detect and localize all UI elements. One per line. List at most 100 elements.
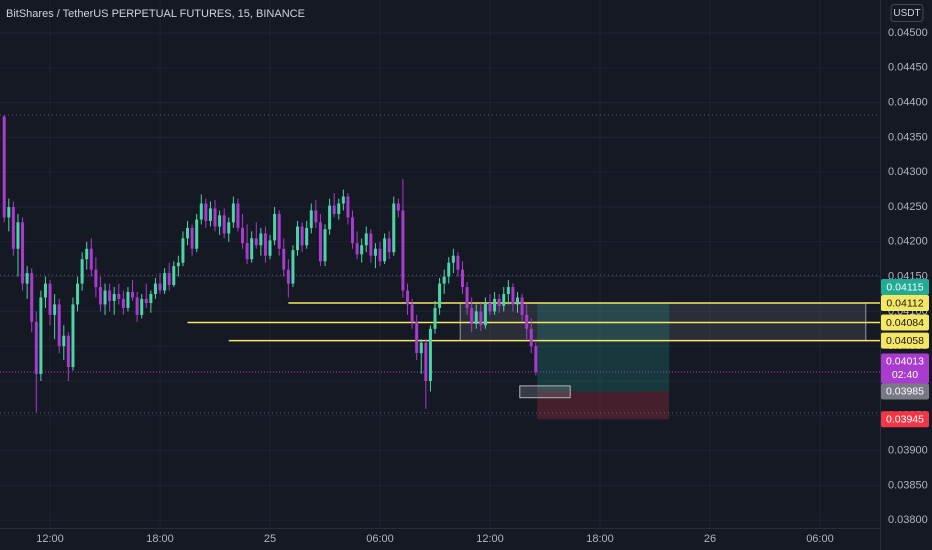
candle-body: [222, 215, 226, 234]
candle-body: [296, 226, 300, 251]
y-tick-label: 0.04350: [888, 131, 928, 143]
candle-body: [341, 196, 345, 204]
candle-body: [172, 266, 176, 285]
candle-body: [30, 273, 34, 322]
candle-body: [369, 233, 373, 256]
candle-body: [318, 222, 322, 262]
candle-body: [387, 238, 391, 253]
x-tick-label: 06:00: [806, 533, 834, 545]
candle-body: [286, 269, 290, 284]
x-tick-label: 25: [264, 533, 276, 545]
candle-body: [135, 297, 139, 315]
candle-body: [355, 243, 359, 255]
price-label: 0.04058: [886, 335, 924, 347]
plot-layer: [0, 0, 880, 528]
candle-body: [149, 293, 153, 304]
candle-body: [378, 248, 382, 262]
price-label-box: [881, 411, 929, 428]
candle-body: [213, 208, 217, 227]
price-label-box: [881, 353, 929, 384]
y-tick-label: 0.04200: [888, 236, 928, 248]
currency[interactable]: USDT: [893, 8, 920, 19]
candle-body: [186, 227, 190, 239]
candle-body: [231, 203, 235, 223]
candle-body: [250, 238, 254, 260]
candle-body: [406, 290, 410, 305]
candle-body: [259, 233, 263, 246]
chart-title: BitShares / TetherUS PERPETUAL FUTURES, …: [6, 8, 305, 20]
candle-body: [328, 205, 332, 230]
candle-body: [282, 248, 286, 270]
candle-body: [53, 304, 57, 315]
y-tick-label: 0.04300: [888, 166, 928, 178]
candle-body: [332, 205, 336, 214]
candle-body: [520, 297, 524, 315]
candle-body: [346, 196, 350, 218]
candle-body: [493, 298, 497, 312]
candle-body: [62, 335, 66, 347]
candle-body: [195, 219, 199, 249]
countdown: 02:40: [892, 369, 918, 381]
candle-body: [117, 293, 121, 299]
candle-body: [108, 290, 112, 301]
candle-body: [263, 233, 267, 256]
x-tick-label: 18:00: [586, 533, 614, 545]
profit-zone: [537, 303, 670, 392]
candle-body: [451, 255, 455, 263]
price-label-box: [881, 332, 929, 349]
candle-body: [300, 226, 304, 246]
candle-body: [442, 276, 446, 284]
candle-body: [98, 287, 102, 305]
marker-box: [519, 385, 571, 399]
x-tick-label: 18:00: [146, 533, 174, 545]
candle-body: [268, 240, 272, 256]
candle-body: [511, 287, 515, 305]
candle-body: [103, 290, 107, 305]
candle-body: [383, 238, 387, 262]
candle-body: [373, 248, 377, 256]
candle-body: [419, 342, 423, 354]
price-label-box: [881, 279, 929, 296]
candle-body: [167, 273, 171, 285]
candle-body: [126, 291, 130, 308]
y-tick-label: 0.04450: [888, 62, 928, 74]
y-tick-label: 0.03800: [888, 514, 928, 526]
candle-body: [158, 283, 162, 291]
candle-body: [25, 273, 29, 284]
candle-body: [351, 217, 355, 244]
candle-body: [245, 243, 249, 260]
candle-body: [85, 248, 89, 260]
candle-body: [2, 116, 6, 218]
candle-body: [112, 293, 116, 301]
price-label: 0.04115: [886, 281, 923, 293]
candle-body: [291, 250, 295, 284]
candle-body: [16, 222, 20, 249]
candle-body: [465, 287, 469, 308]
candle-body: [181, 238, 185, 263]
candle-body: [57, 304, 61, 347]
price-label: 0.03985: [886, 386, 924, 398]
candle-body: [254, 238, 258, 246]
candle-body: [529, 328, 533, 347]
candle-body: [534, 346, 538, 372]
candle-body: [323, 229, 327, 262]
candle-body: [204, 203, 208, 221]
candle-body: [428, 328, 432, 382]
candle-body: [433, 307, 437, 329]
candle-body: [456, 255, 460, 270]
candle-body: [236, 203, 240, 228]
candle-body: [364, 233, 368, 246]
candle-body: [39, 297, 43, 375]
candle-body: [309, 210, 313, 228]
candle-body: [506, 287, 510, 294]
candle-body: [392, 203, 396, 253]
candle-body: [140, 298, 144, 315]
y-tick-label: 0.04500: [888, 27, 928, 39]
candle-body: [479, 311, 483, 326]
price-label-box: [881, 314, 929, 331]
candle-body: [415, 321, 419, 354]
y-tick-label: 0.03850: [888, 479, 928, 491]
currency-box[interactable]: [890, 4, 924, 22]
candle-body: [515, 297, 519, 305]
